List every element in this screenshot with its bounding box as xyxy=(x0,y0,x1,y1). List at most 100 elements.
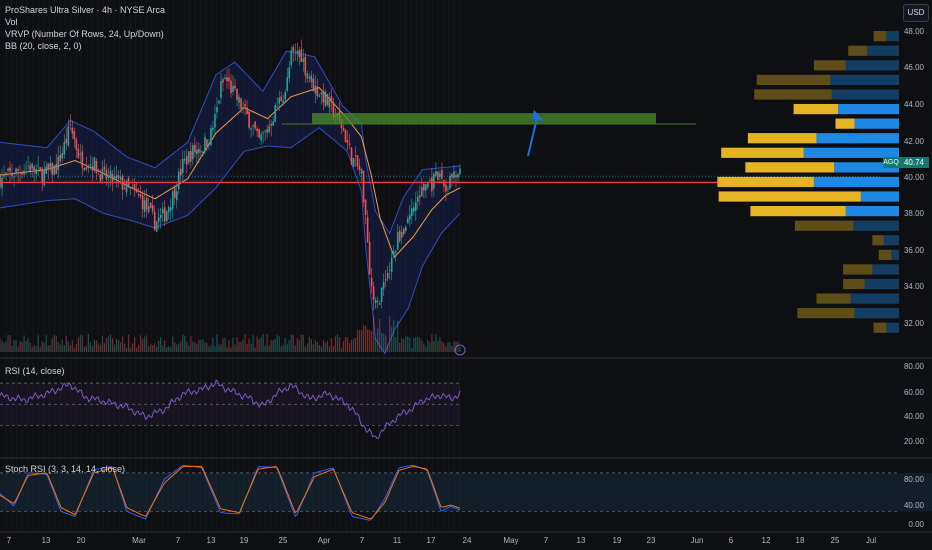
candle-body xyxy=(83,168,86,171)
volume-bar xyxy=(150,344,152,352)
candle-body xyxy=(131,186,134,188)
candle-body xyxy=(276,106,279,108)
volume-bar xyxy=(85,346,87,352)
time-tick-label: 7 xyxy=(360,536,365,545)
candle-body xyxy=(406,218,409,224)
volume-bar xyxy=(142,338,144,352)
volume-bar xyxy=(166,346,168,352)
volume-bar xyxy=(366,329,369,352)
volume-bar xyxy=(429,342,431,352)
vrvp-legend[interactable]: VRVP (Number Of Rows, 24, Up/Down) xyxy=(5,29,164,39)
candle-body xyxy=(111,173,114,182)
candle-body xyxy=(441,169,443,179)
volume-bar xyxy=(296,338,298,352)
candle-body xyxy=(15,168,17,174)
candle-body xyxy=(451,173,453,178)
volume-bar xyxy=(105,337,108,352)
time-tick-label: 7 xyxy=(176,536,181,545)
candle-body xyxy=(433,173,435,189)
volume-bar xyxy=(146,335,148,352)
candle-body xyxy=(419,195,421,198)
volume-bar xyxy=(268,345,270,352)
volume-bar xyxy=(220,344,222,352)
rsi-legend[interactable]: RSI (14, close) xyxy=(5,366,65,376)
volume-bar xyxy=(121,336,124,352)
profile-up-bar xyxy=(803,147,899,158)
volume-bar xyxy=(389,316,391,352)
price-pane[interactable] xyxy=(0,39,882,355)
volume-bar xyxy=(1,340,3,352)
volume-bar xyxy=(348,342,351,352)
volume-bar xyxy=(125,347,128,352)
forecast-arrow-shaft xyxy=(527,117,538,157)
currency-button[interactable]: USD xyxy=(903,4,929,22)
stoch-rsi-legend[interactable]: Stoch RSI (3, 3, 14, 14, close) xyxy=(5,464,126,474)
profile-down-bar xyxy=(848,45,868,56)
volume-bar xyxy=(286,344,288,352)
candle-body xyxy=(0,175,1,187)
candle-body xyxy=(262,132,264,134)
volume-bar xyxy=(397,320,399,352)
stoch-tick-label: 0.00 xyxy=(908,520,924,529)
candle-body xyxy=(362,170,365,203)
time-tick-label: 12 xyxy=(762,536,771,545)
rsi-tick-label: 40.00 xyxy=(904,412,925,421)
stoch-rsi-pane[interactable] xyxy=(0,464,932,521)
candle-body xyxy=(113,175,116,179)
candle-body xyxy=(107,175,110,179)
candle-body xyxy=(71,127,74,134)
time-tick-label: 18 xyxy=(796,536,805,545)
volume-bar xyxy=(37,335,39,352)
candle-body xyxy=(89,164,92,166)
volume-bar xyxy=(344,337,347,352)
volume-bar xyxy=(93,339,96,352)
candle-body xyxy=(284,91,287,100)
volume-bar xyxy=(443,343,445,352)
candle-body xyxy=(425,184,427,191)
candle-body xyxy=(330,96,333,102)
profile-down-bar xyxy=(747,133,817,144)
candle-body xyxy=(435,171,437,176)
candle-body xyxy=(206,139,208,147)
candle-body xyxy=(429,180,431,181)
candle-body xyxy=(49,163,52,170)
volume-bar xyxy=(184,335,186,352)
candle-body xyxy=(69,124,72,126)
rsi-pane[interactable] xyxy=(0,379,461,440)
candle-body xyxy=(288,67,291,79)
volume-bar xyxy=(449,342,451,352)
volume-bar xyxy=(29,342,31,352)
candle-body xyxy=(13,176,15,178)
volume-bar xyxy=(288,340,290,352)
profile-up-bar xyxy=(853,220,899,231)
time-tick-label: 11 xyxy=(393,536,402,545)
volume-legend[interactable]: Vol xyxy=(5,17,18,27)
volume-bar xyxy=(43,342,45,352)
candle-body xyxy=(423,183,425,191)
last-price-tag: 40.74 xyxy=(899,157,929,168)
bollinger-basis xyxy=(0,87,461,259)
volume-bar xyxy=(260,337,262,352)
candle-body xyxy=(216,106,218,113)
candle-body xyxy=(173,187,176,198)
candle-body xyxy=(25,167,27,169)
candle-body xyxy=(354,155,357,157)
profile-up-bar xyxy=(845,60,899,71)
volume-bar xyxy=(115,339,118,352)
volume-bar xyxy=(401,338,403,352)
profile-up-bar xyxy=(831,89,899,100)
bollinger-legend[interactable]: BB (20, close, 2, 0) xyxy=(5,41,82,51)
volume-bar xyxy=(226,347,228,352)
profile-down-bar xyxy=(873,322,887,333)
volume-bar xyxy=(27,338,29,352)
candle-body xyxy=(67,126,70,146)
symbol-title[interactable]: ProShares Ultra Silver · 4h · NYSE Arca xyxy=(5,5,166,15)
candle-body xyxy=(298,49,301,57)
volume-bar xyxy=(35,346,37,352)
candle-body xyxy=(139,194,142,197)
price-tick-label: 40.00 xyxy=(904,173,925,182)
volume-bar xyxy=(49,344,51,352)
candle-body xyxy=(93,157,96,171)
volume-bar xyxy=(25,340,27,352)
